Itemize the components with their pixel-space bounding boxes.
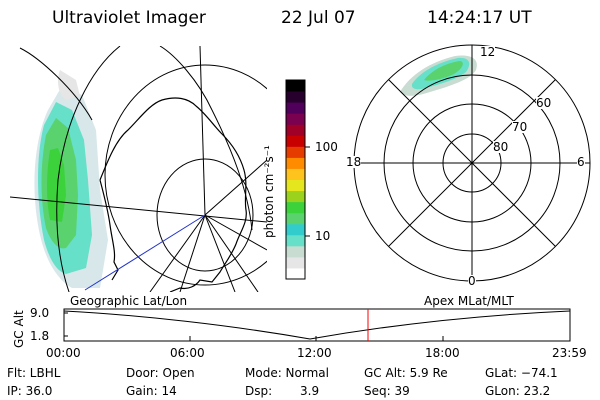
info-seq: Seq: 39 [364,384,410,398]
colorbar-segment [286,113,305,125]
colorbar-unit-label: photon cm⁻²s⁻¹ [262,145,276,238]
map-panel-label: Geographic Lat/Lon [70,294,188,308]
colorbar-segment [286,245,305,258]
colorbar-segment [286,190,305,203]
info-dsp-label: Dsp: [245,384,273,398]
timeline-ticks [63,312,571,341]
colorbar-segment [286,223,305,236]
timeline-ytick-top: 9.0 [30,306,50,320]
colorbar [285,79,310,280]
colorbar-segment [286,168,305,180]
timeline-frame [63,308,571,342]
timeline-xtick-0: 00:00 [46,346,81,360]
terminator-line [84,214,206,291]
colorbar-label-10: 10 [315,229,331,243]
polar-aurora-green [424,61,463,81]
colorbar-segment [286,102,305,114]
info-gain: Gain: 14 [126,384,177,398]
colorbar-segment [286,267,305,280]
colorbar-segment [286,157,305,169]
instrument-title: Ultraviolet Imager [52,8,206,28]
colorbar-segment [286,135,305,147]
colorbar-segment [286,124,305,136]
timeline-plot [63,308,571,342]
date-label: 22 Jul 07 [281,8,356,28]
mlt-label-12: 12 [480,45,496,59]
altitude-curve [63,310,571,340]
colorbar-label-100: 100 [315,140,338,154]
mlt-label-18: 18 [346,155,362,169]
timeline-xtick-3: 18:00 [425,346,460,360]
info-door: Door: Open [126,366,195,380]
timeline-ytick-bottom: 1.8 [30,329,50,343]
polar-grid [353,44,591,282]
colorbar-segment [286,179,305,192]
info-glon: GLon: 23.2 [485,384,551,398]
timeline-xtick-1: 06:00 [170,346,205,360]
colorbar-segment [286,212,305,225]
info-flt: Flt: LBHL [7,366,61,380]
mlat-label-70: 70 [512,120,528,134]
time-label: 14:24:17 UT [427,8,532,28]
info-ip: IP: 36.0 [7,384,53,398]
polar-plot [353,44,591,282]
mlt-label-0: 0 [468,274,476,288]
info-gcalt: GC Alt: 5.9 Re [364,366,448,380]
colorbar-frame [285,79,306,280]
colorbar-segment [286,201,305,214]
colorbar-segment [286,146,305,158]
geographic-map [10,46,267,292]
mlat-label-80: 80 [493,140,509,154]
timeline-ylabel: GC Alt [12,310,26,348]
colorbar-segment [286,256,305,269]
info-mode: Mode: Normal [245,366,329,380]
latlon-grid [10,46,267,292]
timeline-xtick-2: 12:00 [297,346,332,360]
aurora-core [47,148,66,222]
colorbar-gradient [286,80,305,280]
aurora-faint-patch [58,70,80,100]
mlt-label-6: 6 [577,155,585,169]
coastline [99,97,247,292]
timeline-xtick-4: 23:59 [552,346,587,360]
info-glat: GLat: −74.1 [485,366,558,380]
colorbar-segment [286,91,305,103]
colorbar-segment [286,234,305,247]
info-dsp-value: 3.9 [300,384,320,398]
colorbar-segment [286,80,305,92]
polar-panel-label: Apex MLat/MLT [424,294,514,308]
mlat-label-60: 60 [536,96,552,110]
